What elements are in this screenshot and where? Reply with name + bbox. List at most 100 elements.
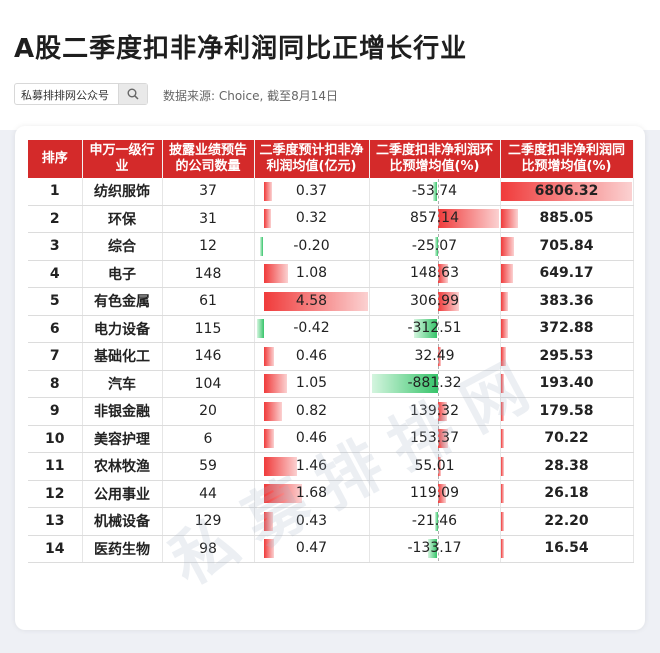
qoq-cell-inner: 55.01 [370, 453, 500, 479]
search-box[interactable]: 私募排排网公众号 [14, 83, 148, 105]
zero-axis [437, 206, 439, 232]
yoy-value: 885.05 [539, 210, 594, 227]
count-cell: 12 [162, 232, 255, 261]
yoy-value: 193.40 [539, 375, 594, 392]
profit-cell-inner: 0.37 [255, 179, 369, 204]
yoy-cell-inner: 26.18 [500, 481, 633, 506]
zero-axis [437, 261, 439, 287]
profit-bar [256, 319, 264, 339]
data-source: 数据来源: Choice, 截至8月14日 [163, 89, 339, 103]
industry-cell: 医药生物 [82, 535, 163, 563]
count-cell: 31 [162, 205, 255, 233]
profit-cell: 0.82 [254, 397, 370, 426]
header-background [0, 0, 660, 130]
zero-axis [437, 233, 439, 259]
profit-cell: 0.46 [254, 342, 370, 371]
yoy-value: 649.17 [539, 265, 594, 282]
profit-cell: -0.42 [254, 315, 370, 343]
yoy-cell-inner: 705.84 [500, 234, 633, 259]
yoy-bar [500, 484, 504, 504]
table-row: 5 有色金属 61 4.58 306.99 383.36 [28, 287, 634, 316]
yoy-cell-inner: 372.88 [500, 316, 633, 341]
profit-bar [263, 511, 274, 531]
qoq-cell: 55.01 [369, 452, 501, 481]
yoy-bar [500, 456, 504, 476]
profit-cell: -0.20 [254, 232, 370, 261]
rank-cell: 4 [28, 260, 83, 288]
page-title: A股二季度扣非净利润同比正增长行业 [14, 34, 468, 64]
qoq-value: 857.14 [410, 210, 459, 227]
table-body: 1 纺织服饰 37 0.37 -53.74 6806.32 2 环保 31 0.32 857.14 8… [28, 178, 634, 563]
profit-cell-inner: 4.58 [255, 289, 369, 314]
qoq-bar [434, 511, 438, 531]
rank-cell: 5 [28, 287, 83, 316]
zero-axis [437, 343, 439, 369]
qoq-value: -881.32 [407, 375, 462, 392]
profit-cell: 0.32 [254, 205, 370, 233]
yoy-value: 295.53 [539, 347, 594, 364]
profit-bar [263, 346, 274, 366]
industry-cell: 非银金融 [82, 397, 163, 426]
profit-cell-inner: 0.32 [255, 206, 369, 231]
search-button[interactable] [118, 84, 147, 104]
qoq-bar [434, 236, 438, 256]
qoq-bar [437, 346, 441, 366]
qoq-cell: -133.17 [369, 535, 501, 563]
profit-cell: 1.46 [254, 452, 370, 481]
profit-cell-inner: 0.43 [255, 509, 369, 534]
qoq-value: -53.74 [411, 182, 458, 199]
yoy-value: 6806.32 [534, 182, 599, 199]
qoq-bar [437, 401, 448, 421]
qoq-value: 153.37 [410, 430, 459, 447]
table-row: 14 医药生物 98 0.47 -133.17 16.54 [28, 535, 634, 563]
industry-cell: 综合 [82, 232, 163, 261]
yoy-bar [500, 374, 505, 394]
industry-cell: 电力设备 [82, 315, 163, 343]
table-row: 2 环保 31 0.32 857.14 885.05 [28, 205, 634, 233]
qoq-value: 139.32 [410, 402, 459, 419]
yoy-cell: 295.53 [500, 342, 634, 371]
yoy-cell: 26.18 [500, 480, 634, 508]
yoy-cell: 383.36 [500, 287, 634, 316]
yoy-cell: 193.40 [500, 370, 634, 398]
yoy-cell-inner: 16.54 [500, 536, 633, 561]
qoq-cell-inner: 306.99 [370, 288, 500, 314]
yoy-cell: 885.05 [500, 205, 634, 233]
profit-value: 0.46 [295, 430, 328, 447]
rank-cell: 11 [28, 452, 83, 481]
rank-cell: 14 [28, 535, 83, 563]
yoy-value: 70.22 [544, 430, 589, 447]
profit-value: 1.46 [295, 457, 328, 474]
rank-cell: 2 [28, 205, 83, 233]
table-row: 3 综合 12 -0.20 -25.07 705.84 [28, 232, 634, 261]
qoq-bar [437, 429, 449, 449]
qoq-cell-inner: 139.32 [370, 398, 500, 424]
qoq-cell-inner: 153.37 [370, 426, 500, 452]
industry-cell: 农林牧渔 [82, 452, 163, 481]
yoy-value: 372.88 [539, 320, 594, 337]
qoq-bar [437, 484, 446, 504]
profit-bar [263, 429, 274, 449]
rank-cell: 3 [28, 232, 83, 261]
qoq-cell: -25.07 [369, 232, 501, 261]
industry-cell: 纺织服饰 [82, 178, 163, 206]
profit-bar [263, 209, 271, 229]
yoy-bar [500, 539, 504, 559]
qoq-cell: -53.74 [369, 178, 501, 206]
yoy-value: 383.36 [539, 292, 594, 309]
yoy-cell: 649.17 [500, 260, 634, 288]
industry-cell: 环保 [82, 205, 163, 233]
qoq-cell-inner: -53.74 [370, 178, 500, 204]
rank-cell: 6 [28, 315, 83, 343]
qoq-bar [371, 374, 438, 394]
table-row: 11 农林牧渔 59 1.46 55.01 28.38 [28, 452, 634, 481]
col-header: 披露业绩预告的公司数量 [162, 140, 255, 178]
count-cell: 59 [162, 452, 255, 481]
zero-axis [437, 453, 439, 479]
industry-cell: 汽车 [82, 370, 163, 398]
profit-value: 0.43 [295, 512, 328, 529]
qoq-cell: -312.51 [369, 315, 501, 343]
profit-value: 1.68 [295, 485, 328, 502]
rank-cell: 9 [28, 397, 83, 426]
profit-cell: 1.08 [254, 260, 370, 288]
